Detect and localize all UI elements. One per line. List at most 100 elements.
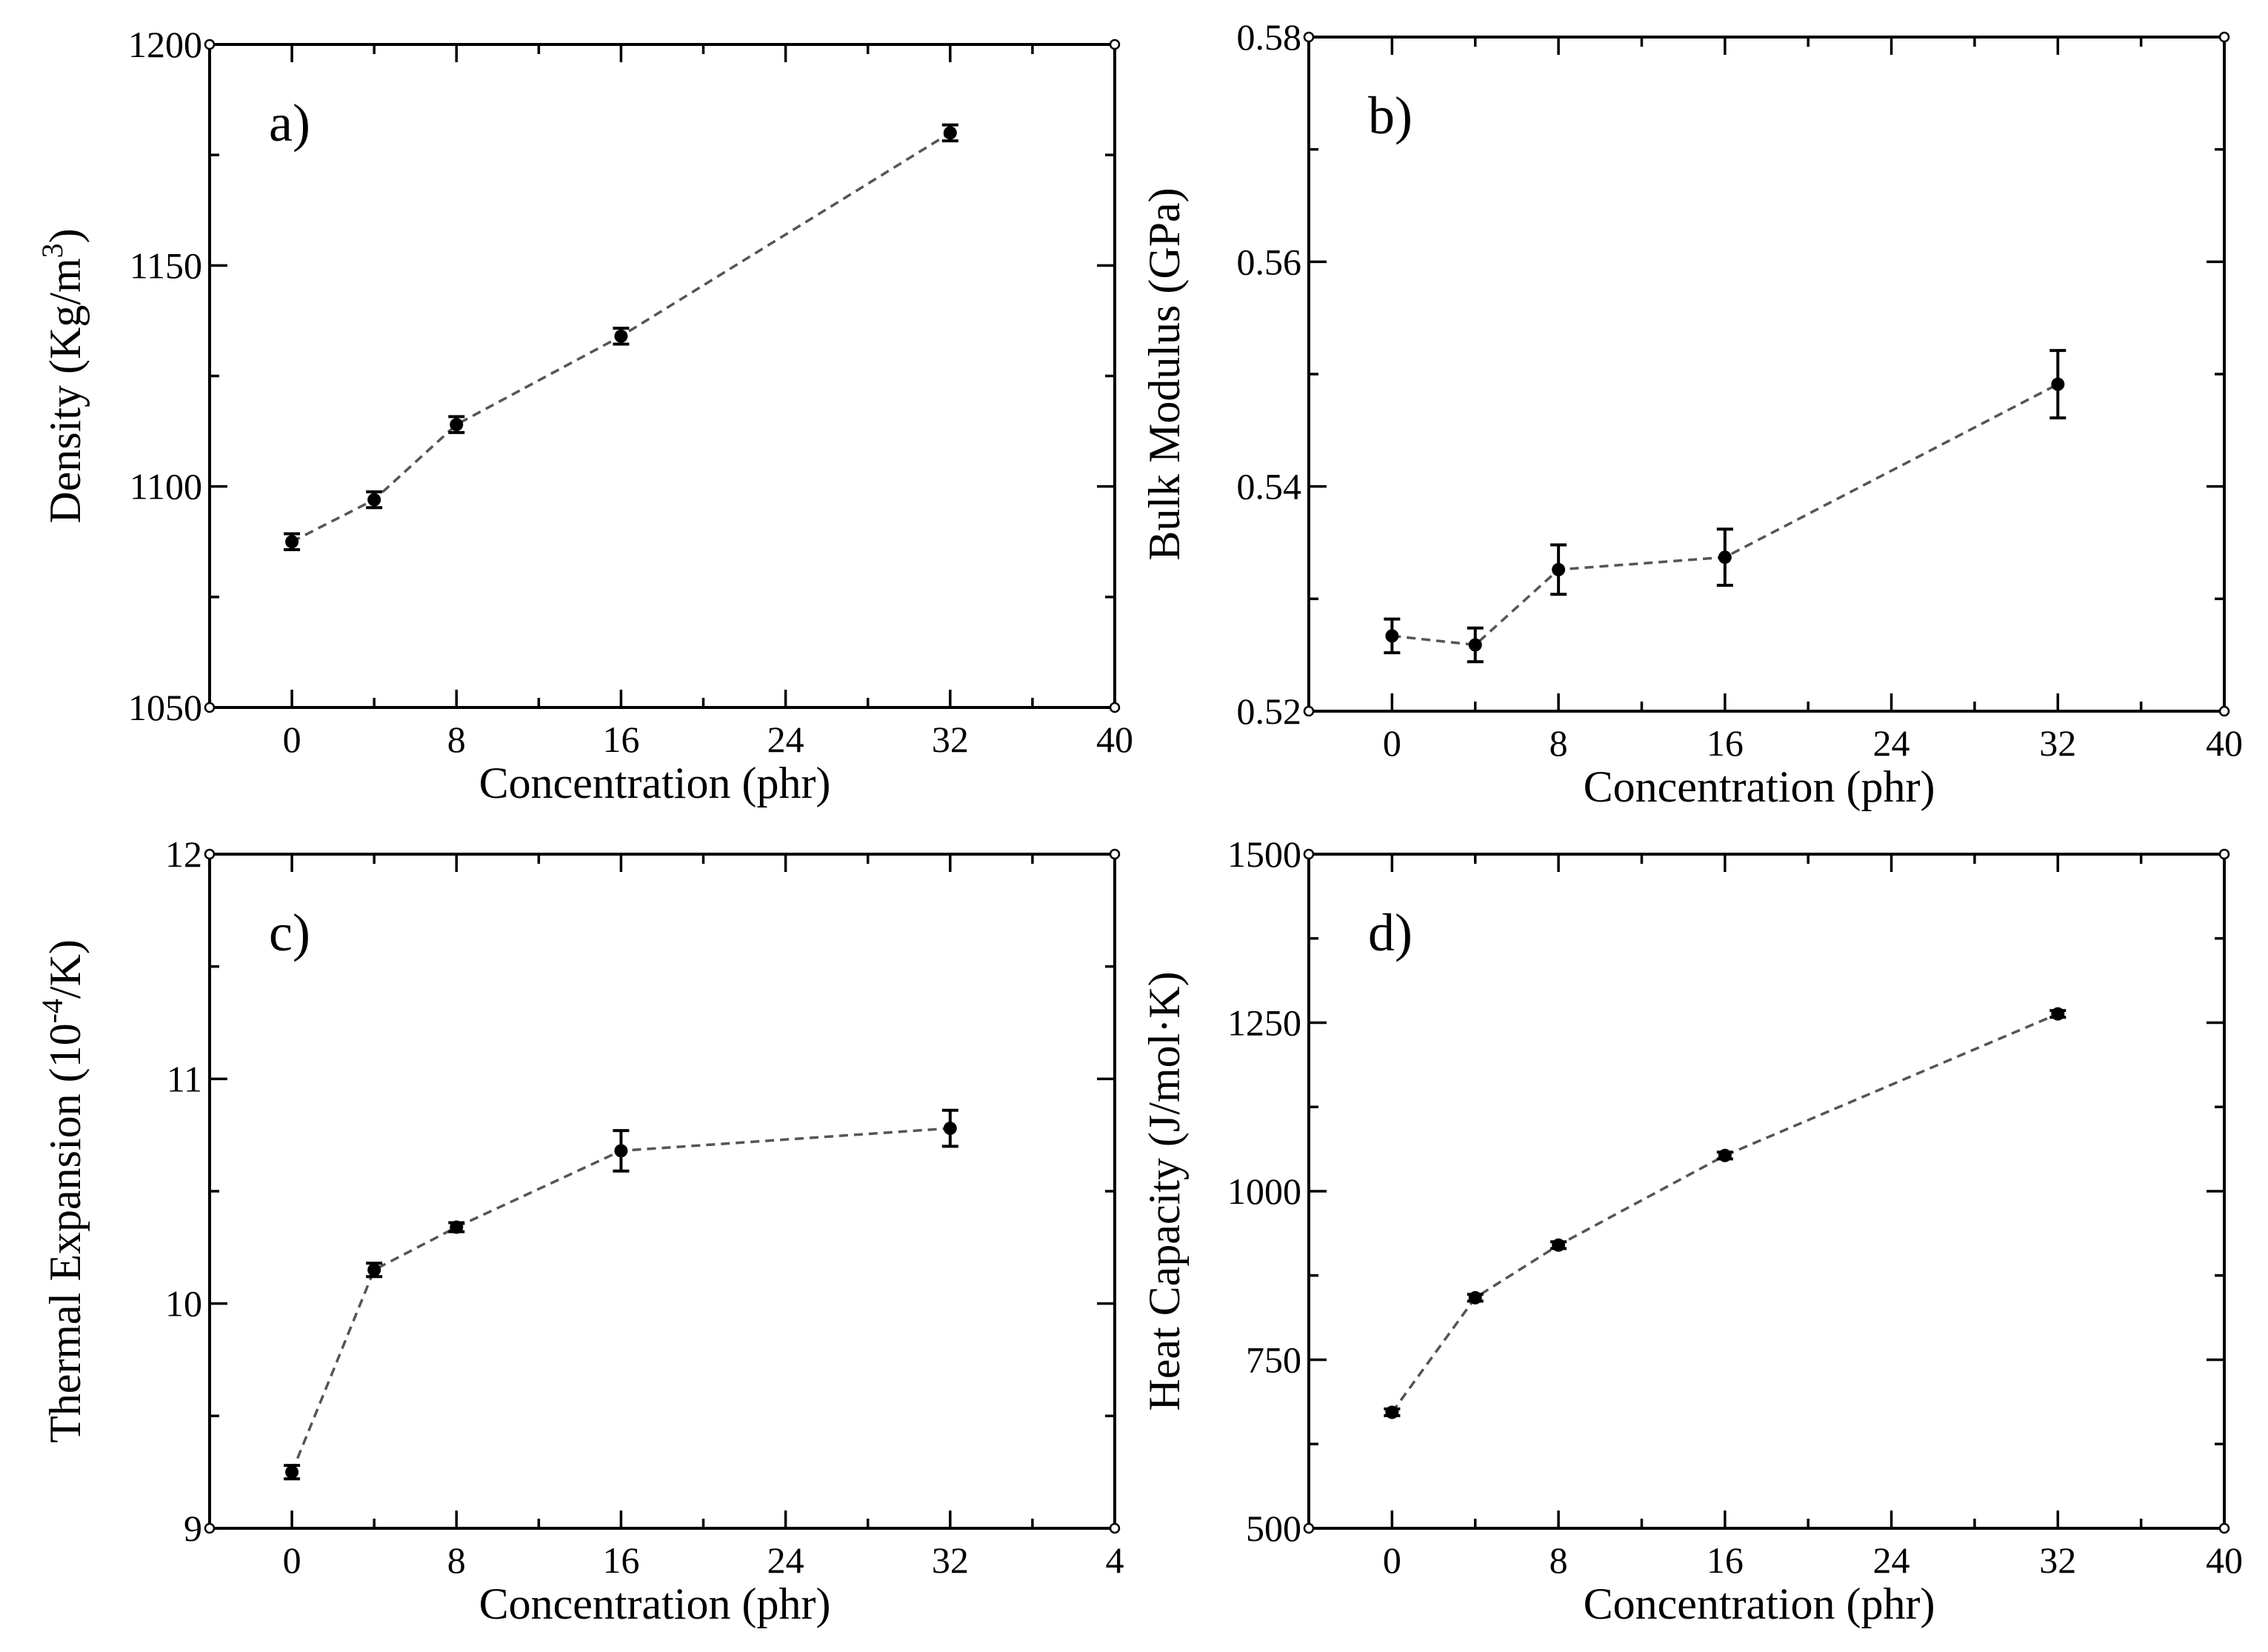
x-tick-label: 24 [1873,722,1910,764]
frame-corner-marker [1303,848,1315,860]
data-point [450,1220,464,1234]
y-tick-label: 0.58 [1237,16,1302,58]
frame-corner-marker [1109,848,1121,860]
y-axis-label-text: Heat Capacity (J/mol·K) [1140,971,1189,1410]
data-point [1385,1405,1399,1419]
frame-corner-marker [1109,702,1121,713]
y-tick-label: 11 [167,1058,202,1099]
y-tick-label: 1150 [130,244,202,286]
frame-corner-marker [204,1522,216,1534]
x-tick-label: 24 [767,1539,804,1581]
data-point [285,535,299,549]
y-axis-label-superscript: 3 [36,243,69,258]
data-point [367,1263,381,1277]
y-tick-label: 12 [165,833,202,875]
data-point [1718,550,1732,564]
panel-2: 0 8 16 24 32 40 0.52 0.54 0.56 0.58 Concentration … [1140,16,2243,811]
data-point [943,1122,957,1136]
y-tick-label: 9 [184,1508,202,1549]
x-axis-label: Concentration (phr) [479,1579,831,1628]
y-tick-label: 10 [165,1283,202,1325]
frame-corner-marker [204,39,216,50]
y-axis-label: Bulk Modulus (GPa) [1140,187,1189,560]
x-tick-label: 40 [1096,719,1133,760]
x-tick-label: 8 [1550,1539,1568,1581]
x-tick-label: 24 [1873,1539,1910,1581]
x-tick-label: 32 [2039,1539,2076,1581]
panel-label: b) [1368,86,1413,145]
frame-corner-marker [1303,31,1315,43]
frame-corner-marker [2218,31,2230,43]
x-tick-label: 16 [1707,722,1744,764]
data-point [450,418,464,432]
series-line [1390,1013,2058,1413]
y-axis-label-text: Bulk Modulus (GPa) [1140,187,1189,560]
data-point [614,329,628,343]
data-point [2051,377,2065,391]
x-tick-label: 32 [932,719,969,760]
x-tick-label: 0 [1383,722,1401,764]
plot-frame [208,853,1116,1530]
y-axis-label: Density (Kg/m3) [36,228,90,523]
x-tick-label: 16 [602,1539,639,1581]
x-tick-label: 8 [447,1539,466,1581]
plot-frame [1307,36,2226,713]
x-tick-label: 16 [602,719,639,760]
panel-label: d) [1368,903,1413,962]
frame-corner-marker [1109,39,1121,50]
plot-frame [208,43,1116,709]
x-axis-label: Concentration (phr) [1584,1579,1935,1628]
frame-corner-marker [2218,705,2230,717]
data-point [1552,562,1566,576]
x-tick-label: 8 [447,719,466,760]
panel-3: 0 8 16 24 32 4 9 10 11 12 Concentration (phr) Therm… [36,833,1124,1628]
data-point [943,126,957,140]
x-tick-label: 40 [2206,722,2243,764]
data-point [1718,1148,1732,1162]
x-axis-label: Concentration (phr) [1584,762,1935,811]
y-tick-label: 500 [1246,1508,1301,1549]
panel-label: a) [269,93,310,153]
panel-1: 0 8 16 24 32 40 1050 1100 1150 1200 Concentration … [36,24,1133,807]
y-tick-label: 0.54 [1237,466,1302,507]
y-tick-label: 1500 [1227,833,1301,875]
data-point [367,493,381,507]
y-axis-label-superscript: -4 [36,999,69,1023]
plot-frame [1307,853,2226,1530]
frame-corner-marker [1303,705,1315,717]
frame-corner-marker [1303,1522,1315,1534]
frame-corner-marker [204,702,216,713]
series-line [290,1127,950,1473]
y-axis-label: Thermal Expansion (10-4/K) [36,939,90,1443]
data-point [1385,629,1399,643]
y-tick-label: 1000 [1227,1170,1301,1212]
x-tick-label: 0 [1383,1539,1401,1581]
y-axis-label: Heat Capacity (J/mol·K) [1140,971,1189,1410]
x-tick-label: 8 [1550,722,1568,764]
y-tick-label: 1250 [1227,1002,1301,1044]
panel-4: 0 8 16 24 32 40 500 750 1000 1250 1500 Concentratio… [1140,833,2243,1628]
y-tick-label: 1200 [128,24,202,65]
x-tick-label: 40 [2206,1539,2243,1581]
data-point [614,1144,628,1158]
x-tick-label: 16 [1707,1539,1744,1581]
x-tick-label: 0 [283,719,301,760]
frame-corner-marker [1109,1522,1121,1534]
y-axis-label-suffix: /K) [41,939,90,999]
y-tick-label: 1100 [130,466,202,507]
series-line [291,131,951,543]
x-axis-label: Concentration (phr) [479,759,831,807]
y-axis-label-text: Density (Kg/m [41,258,90,523]
x-tick-label: 32 [932,1539,969,1581]
series-line [1392,383,2059,647]
x-tick-label: 32 [2039,722,2076,764]
y-tick-label: 0.56 [1237,241,1302,282]
y-axis-label-text: Thermal Expansion (10 [41,1023,90,1443]
x-tick-label: 4 [1106,1539,1124,1581]
frame-corner-marker [204,848,216,860]
y-axis-label-suffix: ) [41,228,90,243]
data-point [2051,1007,2065,1021]
y-tick-label: 750 [1246,1339,1301,1381]
y-tick-label: 0.52 [1237,690,1302,732]
